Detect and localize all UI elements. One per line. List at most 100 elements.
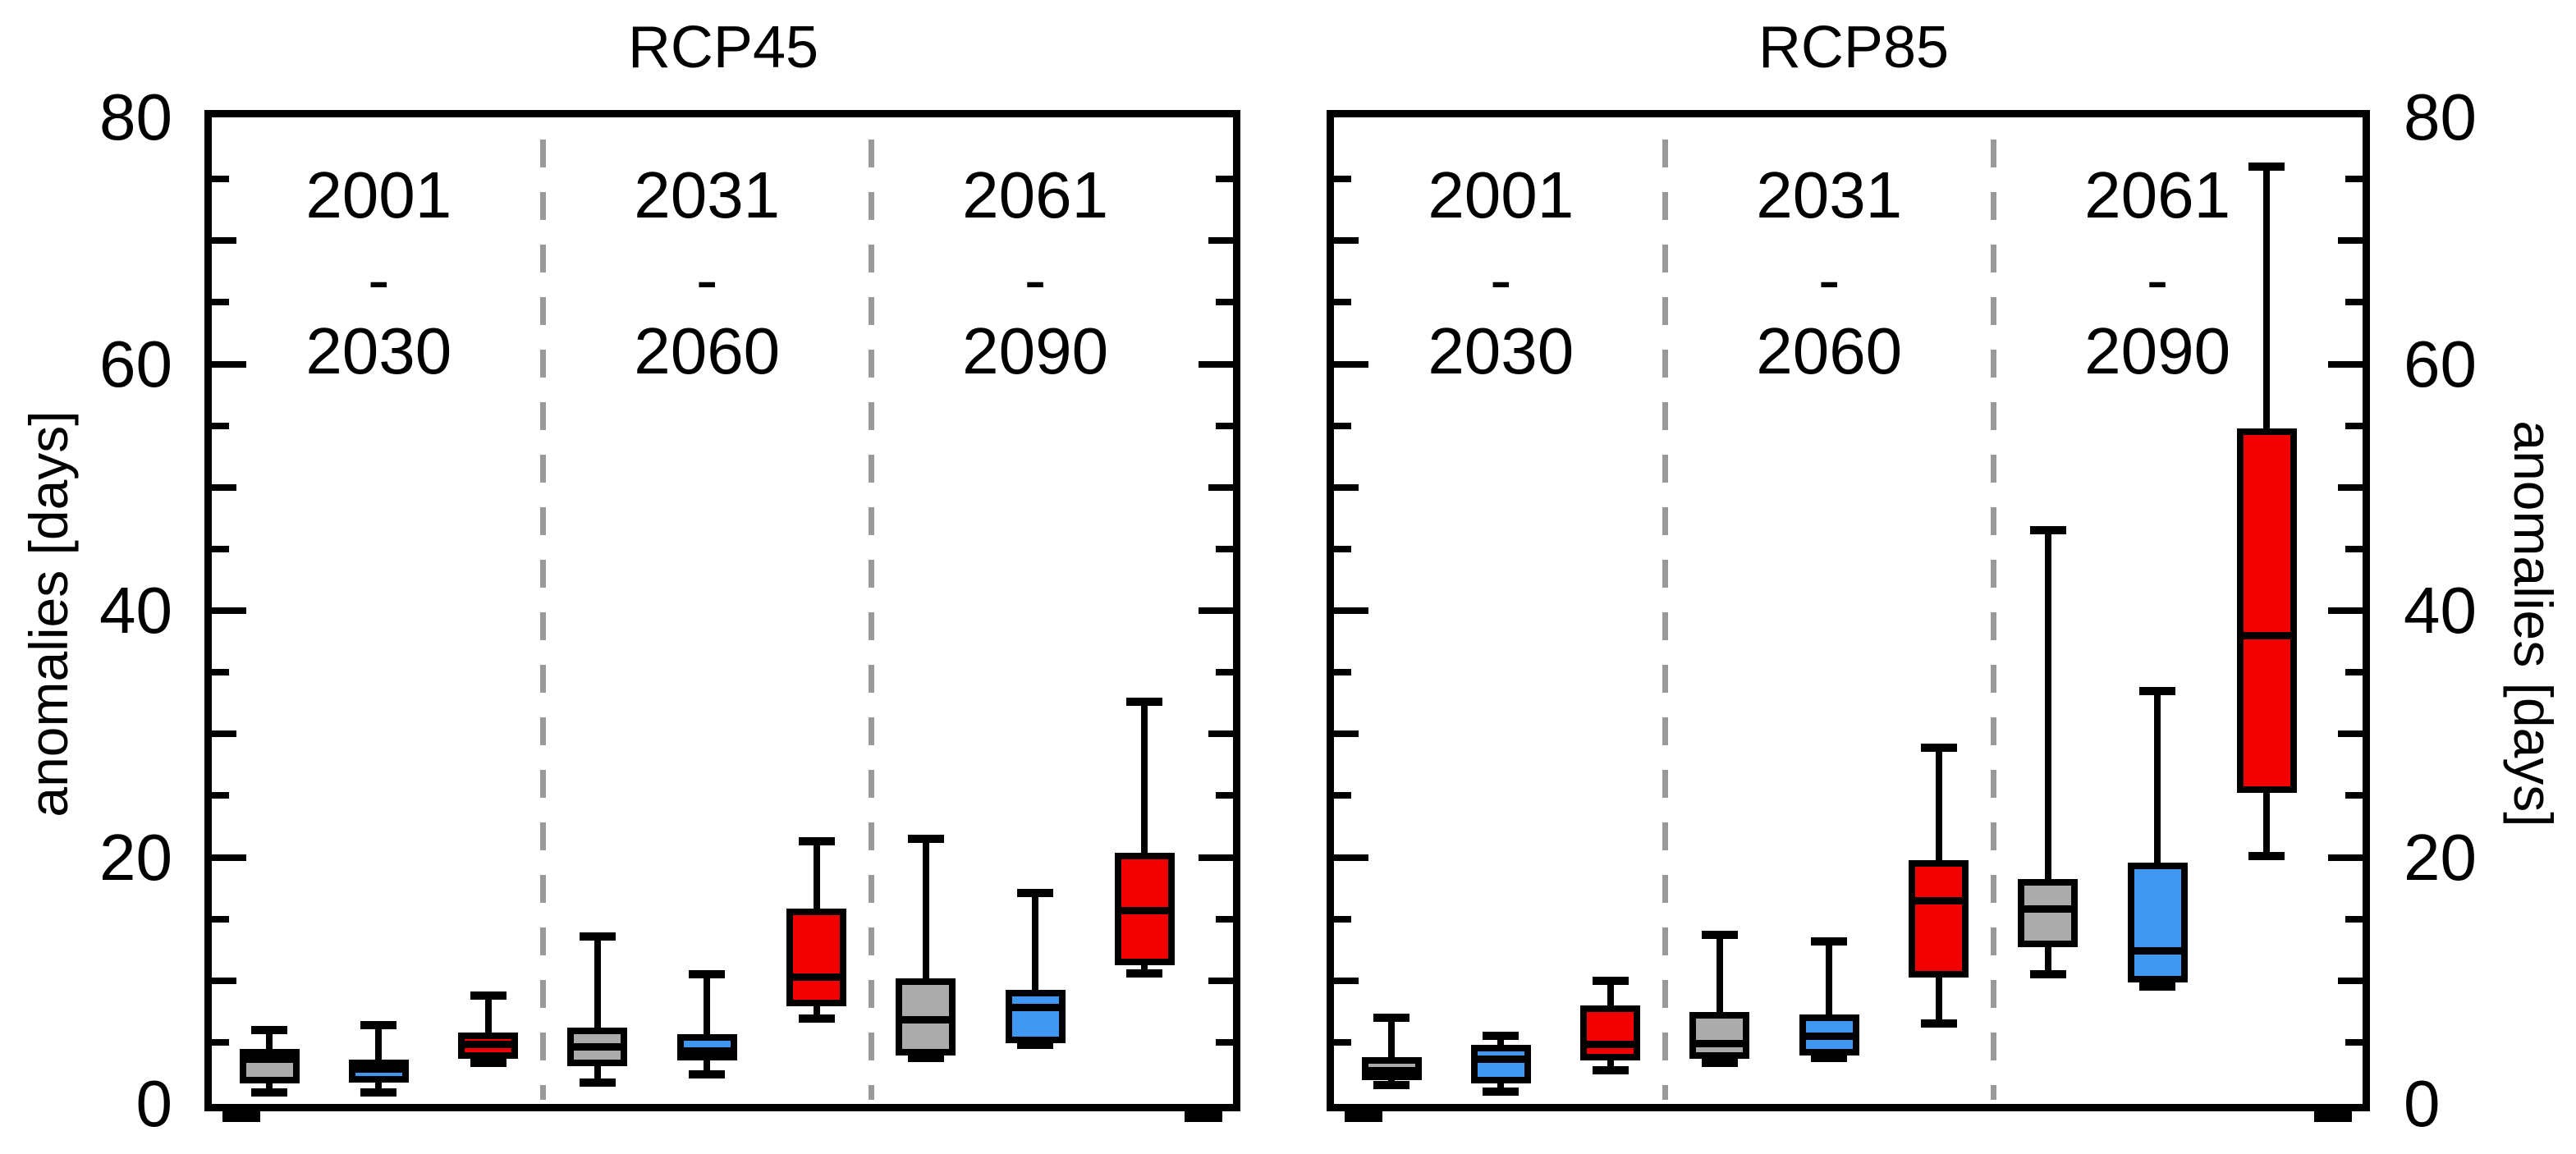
whisker-cap-top bbox=[579, 932, 616, 941]
y-tick bbox=[212, 237, 236, 245]
whisker-cap-top bbox=[1811, 936, 1848, 946]
panel1-title: RCP45 bbox=[627, 15, 819, 80]
whisker-cap-top bbox=[1483, 1032, 1519, 1041]
whisker-cap-top bbox=[1373, 1013, 1409, 1022]
whisker-cap-bottom bbox=[1017, 1040, 1054, 1049]
panel2-title: RCP85 bbox=[1758, 15, 1950, 80]
y-tick-label: 80 bbox=[99, 80, 172, 153]
box-red bbox=[786, 908, 846, 1006]
whisker-cap-bottom bbox=[2139, 982, 2176, 991]
whisker-line bbox=[704, 974, 711, 1074]
box-red bbox=[1580, 1005, 1641, 1060]
median-line bbox=[571, 1043, 625, 1051]
y-tick bbox=[1334, 1038, 1351, 1046]
y-tick bbox=[212, 607, 246, 614]
whisker-line bbox=[375, 1024, 383, 1093]
whisker-cap-top bbox=[1126, 698, 1163, 707]
whisker-cap-bottom bbox=[1483, 1087, 1519, 1096]
y-tick bbox=[212, 854, 246, 861]
period-label-row: - bbox=[695, 243, 718, 316]
y-tick bbox=[212, 915, 229, 923]
y-tick bbox=[1334, 977, 1359, 984]
whisker-line bbox=[1716, 935, 1723, 1064]
box-red bbox=[1909, 860, 1969, 978]
whisker-cap-bottom bbox=[798, 1014, 835, 1023]
period-label-row: 2001 bbox=[1428, 158, 1574, 231]
y-tick bbox=[1334, 176, 1351, 183]
y-tick-label: 60 bbox=[99, 327, 172, 401]
y-tick bbox=[212, 422, 229, 429]
y-tick bbox=[1334, 669, 1351, 676]
panel-frame bbox=[1327, 110, 2370, 1111]
whisker-cap-bottom bbox=[1811, 1054, 1848, 1063]
period-label-row: - bbox=[367, 243, 390, 316]
y-tick bbox=[1208, 977, 1233, 984]
y-tick bbox=[1216, 299, 1233, 306]
y-tick-label: 0 bbox=[135, 1067, 173, 1140]
y-tick bbox=[2345, 669, 2363, 676]
y-tick bbox=[1208, 237, 1233, 245]
y-tick bbox=[212, 1038, 229, 1046]
whisker-line bbox=[1032, 893, 1039, 1045]
y-tick bbox=[1216, 669, 1233, 676]
median-line bbox=[2130, 947, 2184, 955]
median-line bbox=[461, 1041, 516, 1049]
y-tick bbox=[212, 483, 236, 491]
median-line bbox=[1474, 1056, 1528, 1064]
box-gray bbox=[1689, 1011, 1750, 1060]
whisker-cap-top bbox=[1592, 976, 1629, 985]
y-tick bbox=[1208, 730, 1233, 738]
median-line bbox=[1802, 1032, 1856, 1040]
median-line bbox=[242, 1056, 296, 1064]
median-line bbox=[1117, 906, 1171, 914]
y-tick bbox=[2338, 483, 2363, 491]
period-label-row: 2031 bbox=[634, 158, 781, 231]
whisker-cap-top bbox=[2029, 526, 2066, 535]
period-separator bbox=[868, 140, 874, 1100]
y-tick bbox=[1216, 176, 1233, 183]
y-tick bbox=[2345, 422, 2363, 429]
period-label-row: - bbox=[1817, 243, 1840, 316]
median-line bbox=[680, 1046, 734, 1055]
x-axis-end-tick bbox=[1345, 1111, 1382, 1122]
median-line bbox=[1008, 1004, 1062, 1012]
whisker-line bbox=[594, 936, 601, 1083]
box-red bbox=[2236, 428, 2297, 793]
y-tick bbox=[1334, 545, 1351, 552]
y-tick bbox=[1334, 730, 1359, 738]
whisker-cap-top bbox=[1701, 931, 1738, 940]
median-line bbox=[790, 973, 843, 981]
whisker-cap-top bbox=[1017, 889, 1054, 898]
whisker-cap-bottom bbox=[1701, 1059, 1738, 1068]
whisker-cap-top bbox=[907, 834, 944, 843]
median-line bbox=[2021, 905, 2075, 914]
y-tick-label: 40 bbox=[2404, 574, 2477, 647]
period-label-row: 2061 bbox=[2084, 158, 2231, 231]
whisker-line bbox=[1141, 702, 1148, 973]
y-tick bbox=[2338, 237, 2363, 245]
whisker-cap-bottom bbox=[1592, 1066, 1629, 1075]
y-tick bbox=[212, 792, 229, 799]
median-line bbox=[1693, 1039, 1747, 1047]
y-tick-label: 80 bbox=[2404, 80, 2477, 153]
period-label-row: 2061 bbox=[962, 158, 1109, 231]
median-line bbox=[351, 1065, 406, 1074]
y-tick bbox=[2345, 299, 2363, 306]
whisker-cap-top bbox=[1920, 743, 1957, 752]
y-tick bbox=[2345, 545, 2363, 552]
median-line bbox=[1584, 1041, 1638, 1049]
whisker-cap-bottom bbox=[251, 1088, 287, 1097]
whisker-cap-top bbox=[798, 836, 835, 845]
whisker-line bbox=[2154, 690, 2161, 987]
box-gray bbox=[239, 1048, 300, 1084]
y-tick bbox=[2338, 730, 2363, 738]
y-tick bbox=[212, 669, 229, 676]
y-tick bbox=[1216, 545, 1233, 552]
box-blue bbox=[676, 1033, 737, 1060]
x-axis-end-tick bbox=[1185, 1111, 1222, 1122]
y-tick bbox=[2328, 607, 2363, 614]
y-tick bbox=[1334, 915, 1351, 923]
period-separator bbox=[1990, 140, 1996, 1100]
whisker-cap-bottom bbox=[579, 1078, 616, 1088]
period-label-row: 2001 bbox=[305, 158, 452, 231]
